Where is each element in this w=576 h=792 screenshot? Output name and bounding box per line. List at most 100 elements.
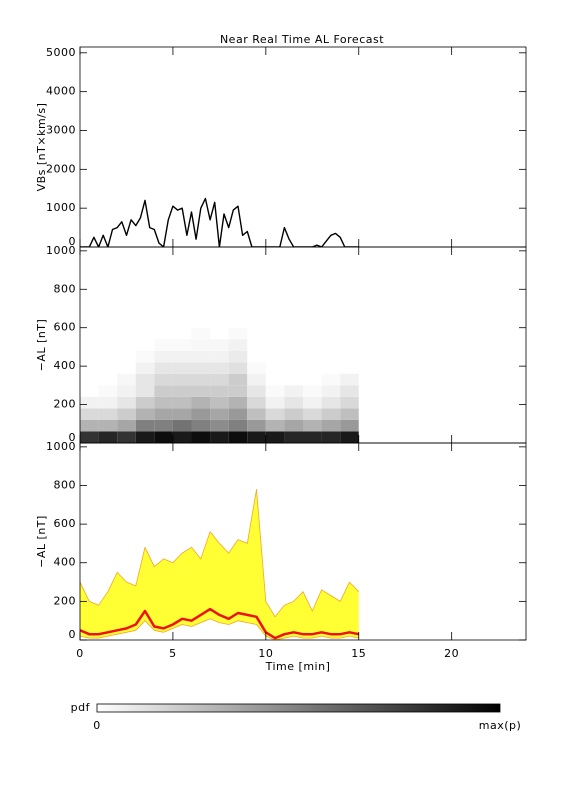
pdf-cell <box>135 408 155 420</box>
pdf-cell <box>172 408 192 420</box>
pdf-cell <box>340 408 359 420</box>
pdf-cell <box>154 385 173 397</box>
pdf-cell <box>117 431 136 443</box>
pdf-cell <box>284 419 303 432</box>
pdf-cell <box>340 419 359 432</box>
pdf-cell <box>117 373 136 386</box>
y-tick-label: 3000 <box>46 123 76 136</box>
pdf-cell <box>228 339 248 351</box>
y-tick-label: 800 <box>54 478 77 491</box>
pdf-cell <box>172 350 192 363</box>
median-line <box>80 607 360 640</box>
pdf-cell <box>321 396 341 409</box>
pdf-cell <box>154 373 173 386</box>
pdf-cell <box>191 431 211 443</box>
pdf-cell <box>98 431 118 443</box>
pdf-cell <box>172 385 192 397</box>
pdf-cell <box>191 362 211 374</box>
y-tick-label: 2000 <box>46 162 76 175</box>
pdf-cell <box>210 419 229 432</box>
colorbar-label: pdf <box>71 701 91 714</box>
pdf-cell <box>80 419 99 432</box>
pdf-cell <box>210 373 229 386</box>
pdf-cell <box>303 408 322 420</box>
pdf-cell <box>247 431 266 443</box>
pdf-cell <box>210 396 229 409</box>
pdf-cell <box>191 396 211 409</box>
y-axis-label: −AL [nT] <box>35 515 48 568</box>
pdf-cell <box>284 408 303 420</box>
pdf-cell <box>191 327 211 340</box>
pdf-cell <box>228 408 248 420</box>
pdf-cell <box>135 431 155 443</box>
pdf-cell <box>340 373 359 386</box>
pdf-cell <box>303 431 322 443</box>
pdf-cell <box>284 431 303 443</box>
pdf-cell <box>172 431 192 443</box>
band-lower <box>80 618 359 640</box>
pdf-cell <box>80 431 99 443</box>
pdf-cell <box>154 419 173 432</box>
pdf-cell <box>172 419 192 432</box>
band-upper <box>80 489 360 618</box>
pdf-cell <box>303 385 322 397</box>
plot-frame <box>79 442 527 641</box>
forecast-band <box>80 489 359 640</box>
pdf-cell <box>228 396 248 409</box>
pdf-cell <box>210 350 229 363</box>
pdf-cell <box>210 431 229 443</box>
x-tick-label: 10 <box>258 647 273 660</box>
pdf-cell <box>191 373 211 386</box>
pdf-cell <box>303 419 322 432</box>
pdf-cell <box>135 350 155 363</box>
pdf-cell <box>172 396 192 409</box>
pdf-cell <box>191 385 211 397</box>
pdf-cell <box>117 385 136 397</box>
pdf-cell <box>191 419 211 432</box>
x-tick-label: 15 <box>351 647 366 660</box>
pdf-cell <box>117 396 136 409</box>
y-tick-label: 600 <box>54 517 77 530</box>
pdf-cell <box>191 350 211 363</box>
pdf-cell <box>135 373 155 386</box>
pdf-cell <box>135 396 155 409</box>
pdf-cell <box>228 385 248 397</box>
pdf-cell <box>247 385 266 397</box>
pdf-cell <box>340 431 359 443</box>
pdf-cell <box>321 373 341 386</box>
pdf-cell <box>80 408 99 420</box>
pdf-cell <box>172 339 192 351</box>
pdf-cell <box>228 327 248 340</box>
pdf-cell <box>228 419 248 432</box>
pdf-cell <box>265 419 285 432</box>
x-tick-label: 5 <box>169 647 177 660</box>
y-axis-label: −AL [nT] <box>35 319 48 372</box>
pdf-cell <box>98 396 118 409</box>
pdf-cell <box>228 350 248 363</box>
pdf-cell <box>154 339 173 351</box>
pdf-cell <box>154 408 173 420</box>
pdf-cell <box>135 362 155 374</box>
y-tick-label: 0 <box>69 235 77 248</box>
pdf-cell <box>247 396 266 409</box>
pdf-cell <box>98 408 118 420</box>
pdf-cell <box>210 362 229 374</box>
pdf-cell <box>265 408 285 420</box>
y-tick-label: 400 <box>54 556 77 569</box>
pdf-cell <box>210 385 229 397</box>
pdf-cell <box>98 419 118 432</box>
x-axis-label: Time [min] <box>265 660 331 673</box>
pdf-cell <box>321 408 341 420</box>
pdf-cell <box>191 408 211 420</box>
pdf-cell <box>284 385 303 397</box>
pdf-cell <box>228 362 248 374</box>
y-tick-label: 1000 <box>46 440 76 453</box>
plot-frame <box>79 46 527 248</box>
pdf-cell <box>154 350 173 363</box>
pdf-cell <box>80 396 99 409</box>
pdf-cell <box>265 431 285 443</box>
pdf-cell <box>247 362 266 374</box>
pdf-cell <box>265 385 285 397</box>
y-tick-label: 400 <box>54 359 77 372</box>
